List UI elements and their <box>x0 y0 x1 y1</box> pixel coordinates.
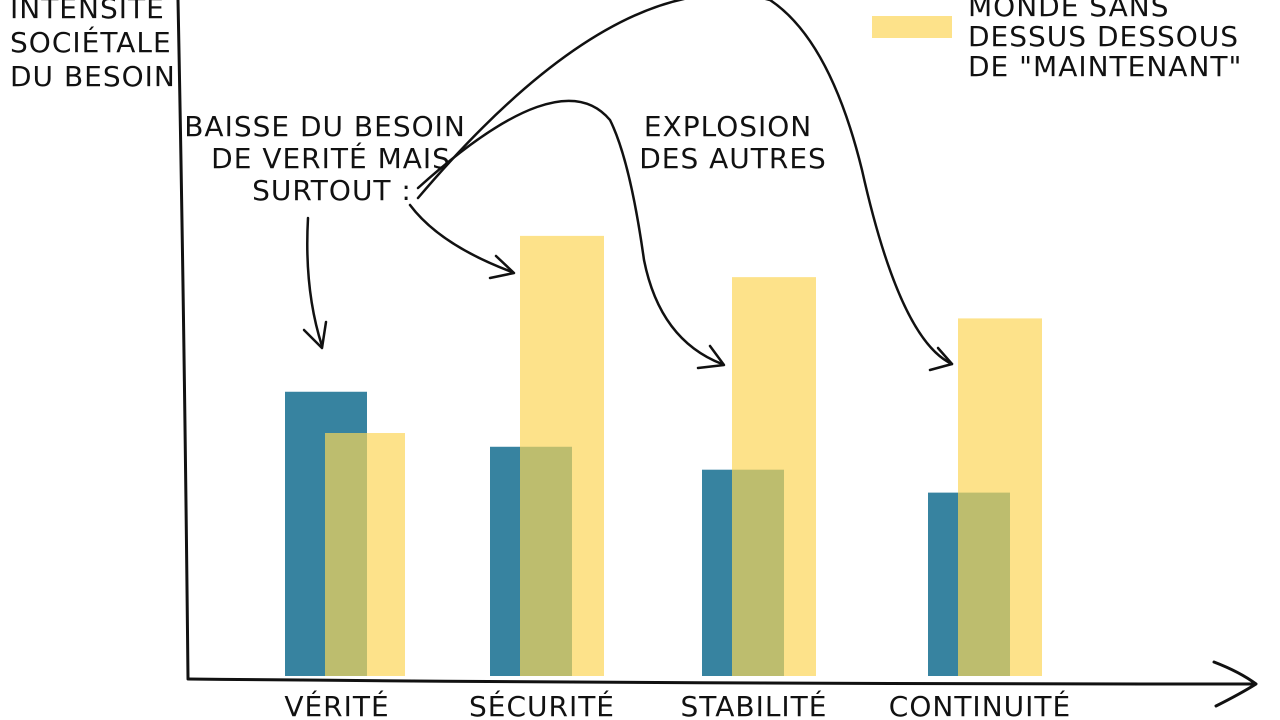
arrow-to-securite <box>408 203 514 274</box>
y-axis-label-line-1: INTENSITÉ <box>10 0 165 25</box>
y-axis-label: INTENSITÉ SOCIÉTALE DU BESOIN <box>10 0 182 93</box>
x-axis <box>186 677 1254 686</box>
arrow-to-stabilite-head <box>696 344 726 370</box>
x-tick-label-2: STABILITÉ <box>681 689 828 720</box>
bars-group <box>285 235 1042 676</box>
legend-label-line-1: MONDE SANS <box>968 0 1169 23</box>
arrow-to-verite <box>306 216 324 348</box>
bar-overlap-1 <box>520 446 572 676</box>
arrow-to-continuite-head <box>928 346 954 372</box>
bar-overlap-0 <box>325 433 367 676</box>
annotation-left-line-3: SURTOUT : <box>252 174 412 207</box>
arrow-to-securite-head <box>488 254 516 280</box>
x-tick-label-0: VÉRITÉ <box>284 689 389 720</box>
legend-label-line-2: DESSUS DESSOUS <box>968 20 1239 53</box>
y-axis-label-line-2: SOCIÉTALE <box>10 25 172 59</box>
bar-overlap-2 <box>732 469 784 676</box>
x-tick-label-1: SÉCURITÉ <box>469 689 615 720</box>
annotation-right-line-2: DES AUTRES <box>639 142 827 175</box>
bar-overlap-3 <box>958 492 1010 676</box>
y-axis-label-line-3: DU BESOIN <box>10 60 176 93</box>
annotation-left-line-2: DE VERITÉ MAIS <box>211 141 451 175</box>
arrow-to-continuite <box>416 0 954 366</box>
x-tick-label-3: CONTINUITÉ <box>889 689 1071 720</box>
arrow-to-stabilite <box>416 99 724 366</box>
annotation-right: EXPLOSION DES AUTRES <box>639 110 827 175</box>
y-axis <box>176 0 190 680</box>
annotation-left: BAISSE DU BESOIN DE VERITÉ MAIS SURTOUT … <box>184 110 476 207</box>
annotation-left-line-1: BAISSE DU BESOIN <box>184 110 466 143</box>
annotation-arrows <box>302 0 954 372</box>
legend-label: MONDE SANS DESSUS DESSOUS DE "MAINTENANT… <box>968 0 1249 83</box>
arrow-to-verite-head <box>302 320 328 350</box>
legend-label-line-3: DE "MAINTENANT" <box>968 50 1242 83</box>
annotation-right-line-1: EXPLOSION <box>644 110 812 143</box>
x-axis-arrowhead <box>1212 660 1258 708</box>
x-ticks-group: VÉRITÉ SÉCURITÉ STABILITÉ CONTINUITÉ <box>284 689 1071 720</box>
legend-swatch <box>872 16 952 38</box>
